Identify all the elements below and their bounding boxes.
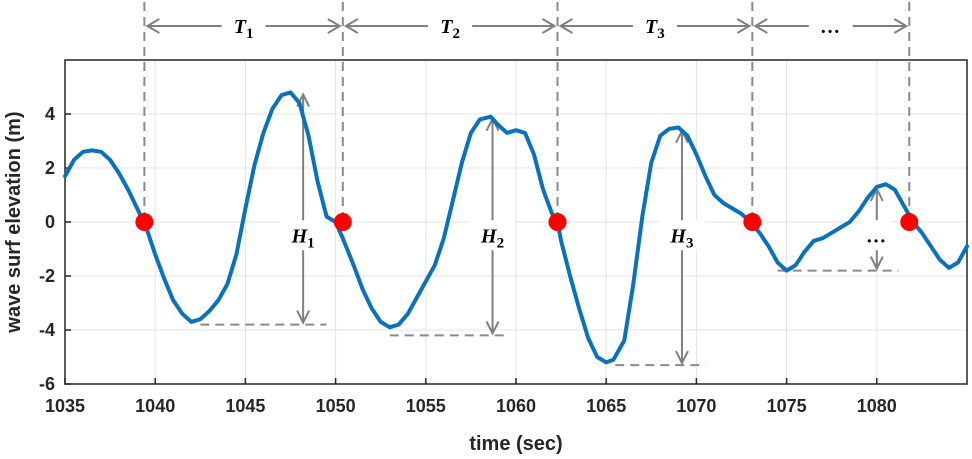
y-tick-label: -2 (39, 266, 55, 286)
y-axis-title: wave surf elevation (m) (3, 111, 25, 333)
period-label: T2 (440, 16, 460, 42)
arrowhead (296, 310, 311, 325)
x-tick-label: 1050 (316, 396, 356, 416)
y-tick-label: 4 (45, 104, 55, 124)
period-label-subscript: 1 (246, 26, 254, 42)
height-label-bg (469, 220, 516, 251)
y-tick-label: -6 (39, 374, 55, 394)
height-label-subscript: 3 (686, 235, 694, 251)
period-label-bg (221, 10, 266, 42)
grid-lines (64, 60, 967, 385)
arrowhead (485, 320, 500, 336)
height-label: … (867, 225, 887, 247)
height-label-subscript: 2 (497, 235, 505, 251)
arrowhead (675, 350, 689, 366)
period-label-bg (632, 10, 677, 42)
x-tick-label: 1065 (586, 396, 626, 416)
height-label: H1 (291, 225, 315, 251)
y-tick-label: -4 (39, 320, 55, 340)
x-tick-label: 1040 (135, 396, 175, 416)
period-label: … (821, 16, 841, 38)
x-tick-label: 1045 (225, 396, 265, 416)
period-label-main: T (440, 16, 453, 38)
period-label-subscript: 2 (453, 26, 461, 42)
x-tick-label: 1080 (857, 396, 897, 416)
arrowhead (145, 18, 160, 34)
x-axis-title: time (sec) (469, 433, 562, 455)
period-label-bg (428, 10, 473, 42)
period-label: T1 (234, 16, 254, 42)
zero-crossing-point (333, 213, 352, 231)
arrowhead (736, 18, 752, 34)
zero-crossing-point (548, 213, 567, 231)
height-label-subscript: 1 (307, 235, 315, 251)
height-label-main: … (867, 225, 887, 247)
wave-annotations: T1 T2 T3 …H1 H2 H3… (143, 2, 911, 367)
height-label: H3 (669, 225, 693, 251)
x-tick-label: 1055 (406, 396, 446, 416)
axis-ticks: 1035 1040 1045 1050 1055 1060 1065 1070 1075 1080… (39, 104, 897, 416)
period-label-main: T (234, 16, 247, 38)
arrowhead (343, 18, 359, 34)
zero-crossing-point (900, 213, 919, 231)
height-label: H2 (480, 225, 504, 251)
period-label-main: … (821, 16, 841, 38)
arrowhead (869, 256, 884, 271)
x-tick-label: 1060 (496, 396, 536, 416)
arrowhead (327, 18, 342, 34)
height-label-main: H (480, 225, 498, 247)
zero-crossing-points (135, 213, 919, 231)
arrowhead (558, 18, 573, 34)
period-label-subscript: 3 (657, 26, 665, 42)
y-tick-label: 2 (45, 158, 55, 178)
zero-crossing-point (743, 213, 762, 231)
height-label-bg (280, 220, 327, 251)
period-label-bg (808, 10, 853, 42)
arrowhead (893, 18, 909, 34)
arrowhead (541, 18, 557, 34)
x-tick-label: 1035 (45, 396, 85, 416)
period-label-main: T (645, 16, 658, 38)
arrowhead (753, 18, 768, 34)
x-tick-label: 1075 (767, 396, 807, 416)
y-tick-label: 0 (45, 212, 55, 232)
period-label: T3 (645, 16, 665, 42)
height-label-main: H (669, 225, 687, 247)
zero-crossing-point (135, 213, 154, 231)
x-tick-label: 1070 (676, 396, 716, 416)
height-label-bg (658, 220, 705, 251)
height-label-main: H (291, 225, 309, 247)
height-label-bg (860, 220, 893, 251)
series-line-wave-elevation (63, 90, 969, 365)
